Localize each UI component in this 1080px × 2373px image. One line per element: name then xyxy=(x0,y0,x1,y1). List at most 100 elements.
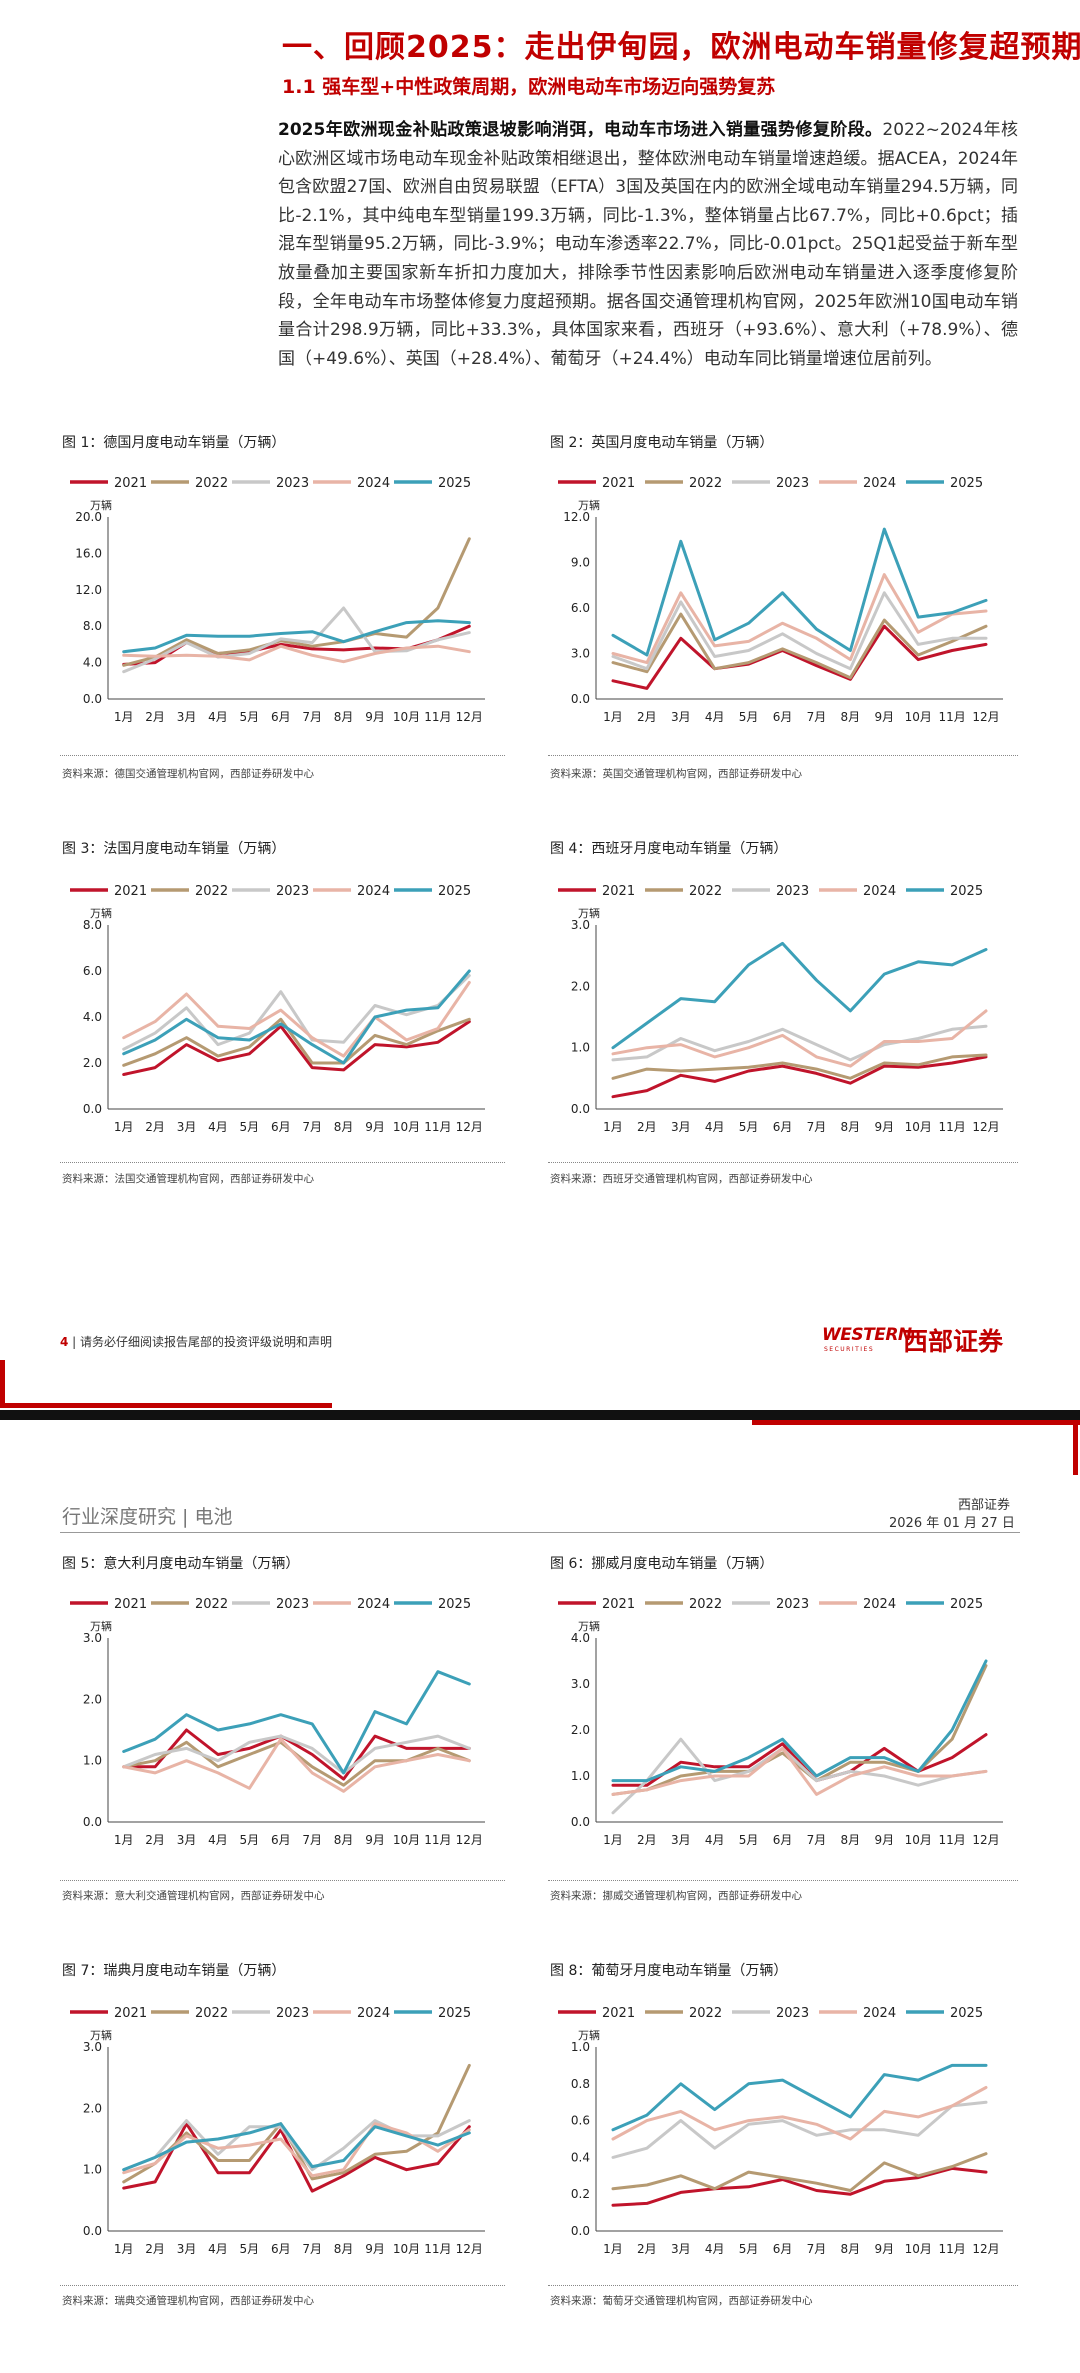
fig1-x-tick-label: 7月 xyxy=(302,710,322,724)
fig1-legend-label-2022: 2022 xyxy=(195,476,228,491)
fig2-legend-label-2021: 2021 xyxy=(602,476,635,491)
fig7-y-tick-label: 2.0 xyxy=(83,2101,102,2115)
fig3-x-tick-label: 6月 xyxy=(271,1120,291,1134)
fig3-legend-label-2022: 2022 xyxy=(195,884,228,899)
fig5-x-tick-label: 10月 xyxy=(393,1833,420,1847)
fig4-series-line-2021 xyxy=(611,1055,988,1099)
fig2-y-tick-label: 3.0 xyxy=(571,647,590,661)
fig3-title: 图 3：法国月度电动车销量（万辆） xyxy=(62,841,286,857)
fig2-x-tick-label: 5月 xyxy=(739,710,759,724)
fig7-title: 图 7：瑞典月度电动车销量（万辆） xyxy=(62,1963,286,1979)
fig5-legend-label-2023: 2023 xyxy=(276,1597,309,1612)
fig2-source: 资料来源：英国交通管理机构官网，西部证券研发中心 xyxy=(550,768,802,780)
fig7-series-line-2025 xyxy=(122,2122,471,2172)
fig3-x-tick-label: 7月 xyxy=(302,1120,322,1134)
fig7-x-tick-label: 3月 xyxy=(177,2242,197,2256)
fig7-y-tick-label: 0.0 xyxy=(83,2224,102,2238)
fig1-series-line-2022 xyxy=(122,537,471,667)
fig7-x-tick-label: 9月 xyxy=(365,2242,385,2256)
fig8-y-tick-label: 0.4 xyxy=(571,2150,590,2164)
fig4-legend-label-2022: 2022 xyxy=(689,884,722,899)
fig6-y-tick-label: 2.0 xyxy=(571,1723,590,1737)
fig2-y-unit-label: 万辆 xyxy=(578,498,600,512)
fig6-title: 图 6：挪威月度电动车销量（万辆） xyxy=(550,1556,774,1572)
fig5-x-tick-label: 8月 xyxy=(334,1833,354,1847)
fig7-legend-label-2024: 2024 xyxy=(357,2006,390,2021)
fig1-x-tick-label: 12月 xyxy=(456,710,483,724)
fig3-series-line-2023 xyxy=(122,974,471,1051)
fig8-y-tick-label: 0.6 xyxy=(571,2114,590,2128)
fig8-source-rule xyxy=(548,2285,1018,2286)
fig6-legend-label-2022: 2022 xyxy=(689,1597,722,1612)
fig1-x-tick-label: 2月 xyxy=(145,710,165,724)
fig7-legend-label-2022: 2022 xyxy=(195,2006,228,2021)
fig3-x-tick-label: 8月 xyxy=(334,1120,354,1134)
fig4-x-tick-label: 9月 xyxy=(874,1120,894,1134)
fig7-x-tick-label: 11月 xyxy=(424,2242,451,2256)
fig8-source: 资料来源：葡萄牙交通管理机构官网，西部证券研发中心 xyxy=(550,2295,813,2307)
fig1-legend-label-2023: 2023 xyxy=(276,476,309,491)
fig1-y-tick-label: 12.0 xyxy=(75,583,102,597)
fig8-legend-label-2025: 2025 xyxy=(950,2006,983,2021)
fig7-series-line-2022 xyxy=(122,2063,471,2184)
fig3-legend-label-2024: 2024 xyxy=(357,884,390,899)
fig8-y-tick-label: 0.8 xyxy=(571,2077,590,2091)
fig8-x-tick-label: 1月 xyxy=(603,2242,623,2256)
fig8-x-tick-label: 2月 xyxy=(637,2242,657,2256)
fig5-x-tick-label: 7月 xyxy=(302,1833,322,1847)
fig3-series-line-2024 xyxy=(122,981,471,1058)
fig1-x-tick-label: 1月 xyxy=(114,710,134,724)
fig6-x-tick-label: 10月 xyxy=(905,1833,932,1847)
fig6-y-tick-label: 0.0 xyxy=(571,1815,590,1829)
fig8-x-tick-label: 10月 xyxy=(905,2242,932,2256)
fig8-series-line-2023 xyxy=(611,2100,988,2159)
fig8-series-line-2022 xyxy=(611,2152,988,2192)
page1-corner-bar-horizontal xyxy=(0,1403,332,1408)
fig8-y-unit-label: 万辆 xyxy=(578,2028,600,2042)
logo-company-name: 西部证券 xyxy=(903,1327,1004,1356)
fig5-legend-label-2022: 2022 xyxy=(195,1597,228,1612)
fig3-x-tick-label: 11月 xyxy=(424,1120,451,1134)
fig4-x-tick-label: 4月 xyxy=(705,1120,725,1134)
fig4-y-unit-label: 万辆 xyxy=(578,906,600,920)
fig2-x-tick-label: 11月 xyxy=(938,710,965,724)
fig4-legend-label-2025: 2025 xyxy=(950,884,983,899)
fig1-y-tick-label: 16.0 xyxy=(75,546,102,560)
fig2-legend-label-2025: 2025 xyxy=(950,476,983,491)
fig2-legend-label-2024: 2024 xyxy=(863,476,896,491)
fig7-x-tick-label: 2月 xyxy=(145,2242,165,2256)
fig5-series-line-2021 xyxy=(122,1728,471,1781)
fig2-x-tick-label: 1月 xyxy=(603,710,623,724)
fig5-source: 资料来源：意大利交通管理机构官网，西部证券研发中心 xyxy=(62,1890,325,1902)
fig4-y-tick-label: 0.0 xyxy=(571,1102,590,1116)
fig8-legend-label-2022: 2022 xyxy=(689,2006,722,2021)
fig3-source-rule xyxy=(60,1162,505,1163)
fig4-source: 资料来源：西班牙交通管理机构官网，西部证券研发中心 xyxy=(550,1173,813,1185)
page-header-company: 西部证券 xyxy=(958,1498,1011,1513)
fig3-x-tick-label: 2月 xyxy=(145,1120,165,1134)
page2-corner-bar-vertical xyxy=(1073,1420,1078,1475)
fig5-x-tick-label: 9月 xyxy=(365,1833,385,1847)
fig1-x-tick-label: 11月 xyxy=(424,710,451,724)
fig4-legend-label-2021: 2021 xyxy=(602,884,635,899)
fig6-y-tick-label: 3.0 xyxy=(571,1677,590,1691)
fig5-x-tick-label: 2月 xyxy=(145,1833,165,1847)
fig2-series-line-2025 xyxy=(611,527,988,657)
fig1-x-tick-label: 4月 xyxy=(208,710,228,724)
fig1-legend-label-2021: 2021 xyxy=(114,476,147,491)
fig3-legend-label-2025: 2025 xyxy=(438,884,471,899)
fig3-x-tick-label: 3月 xyxy=(177,1120,197,1134)
fig6-x-tick-label: 9月 xyxy=(874,1833,894,1847)
fig8-x-tick-label: 6月 xyxy=(773,2242,793,2256)
fig8-y-tick-label: 0.0 xyxy=(571,2224,590,2238)
page-header-rule xyxy=(60,1532,1020,1533)
page-header-date: 2026 年 01 月 27 日 xyxy=(889,1516,1015,1531)
fig6-x-tick-label: 2月 xyxy=(637,1833,657,1847)
fig6-x-tick-label: 4月 xyxy=(705,1833,725,1847)
fig7-source-rule xyxy=(60,2285,505,2286)
fig3-x-tick-label: 9月 xyxy=(365,1120,385,1134)
fig1-x-tick-label: 10月 xyxy=(393,710,420,724)
fig3-x-tick-label: 10月 xyxy=(393,1120,420,1134)
page1-corner-bar-vertical xyxy=(0,1360,5,1408)
fig7-source: 资料来源：瑞典交通管理机构官网，西部证券研发中心 xyxy=(62,2295,314,2307)
